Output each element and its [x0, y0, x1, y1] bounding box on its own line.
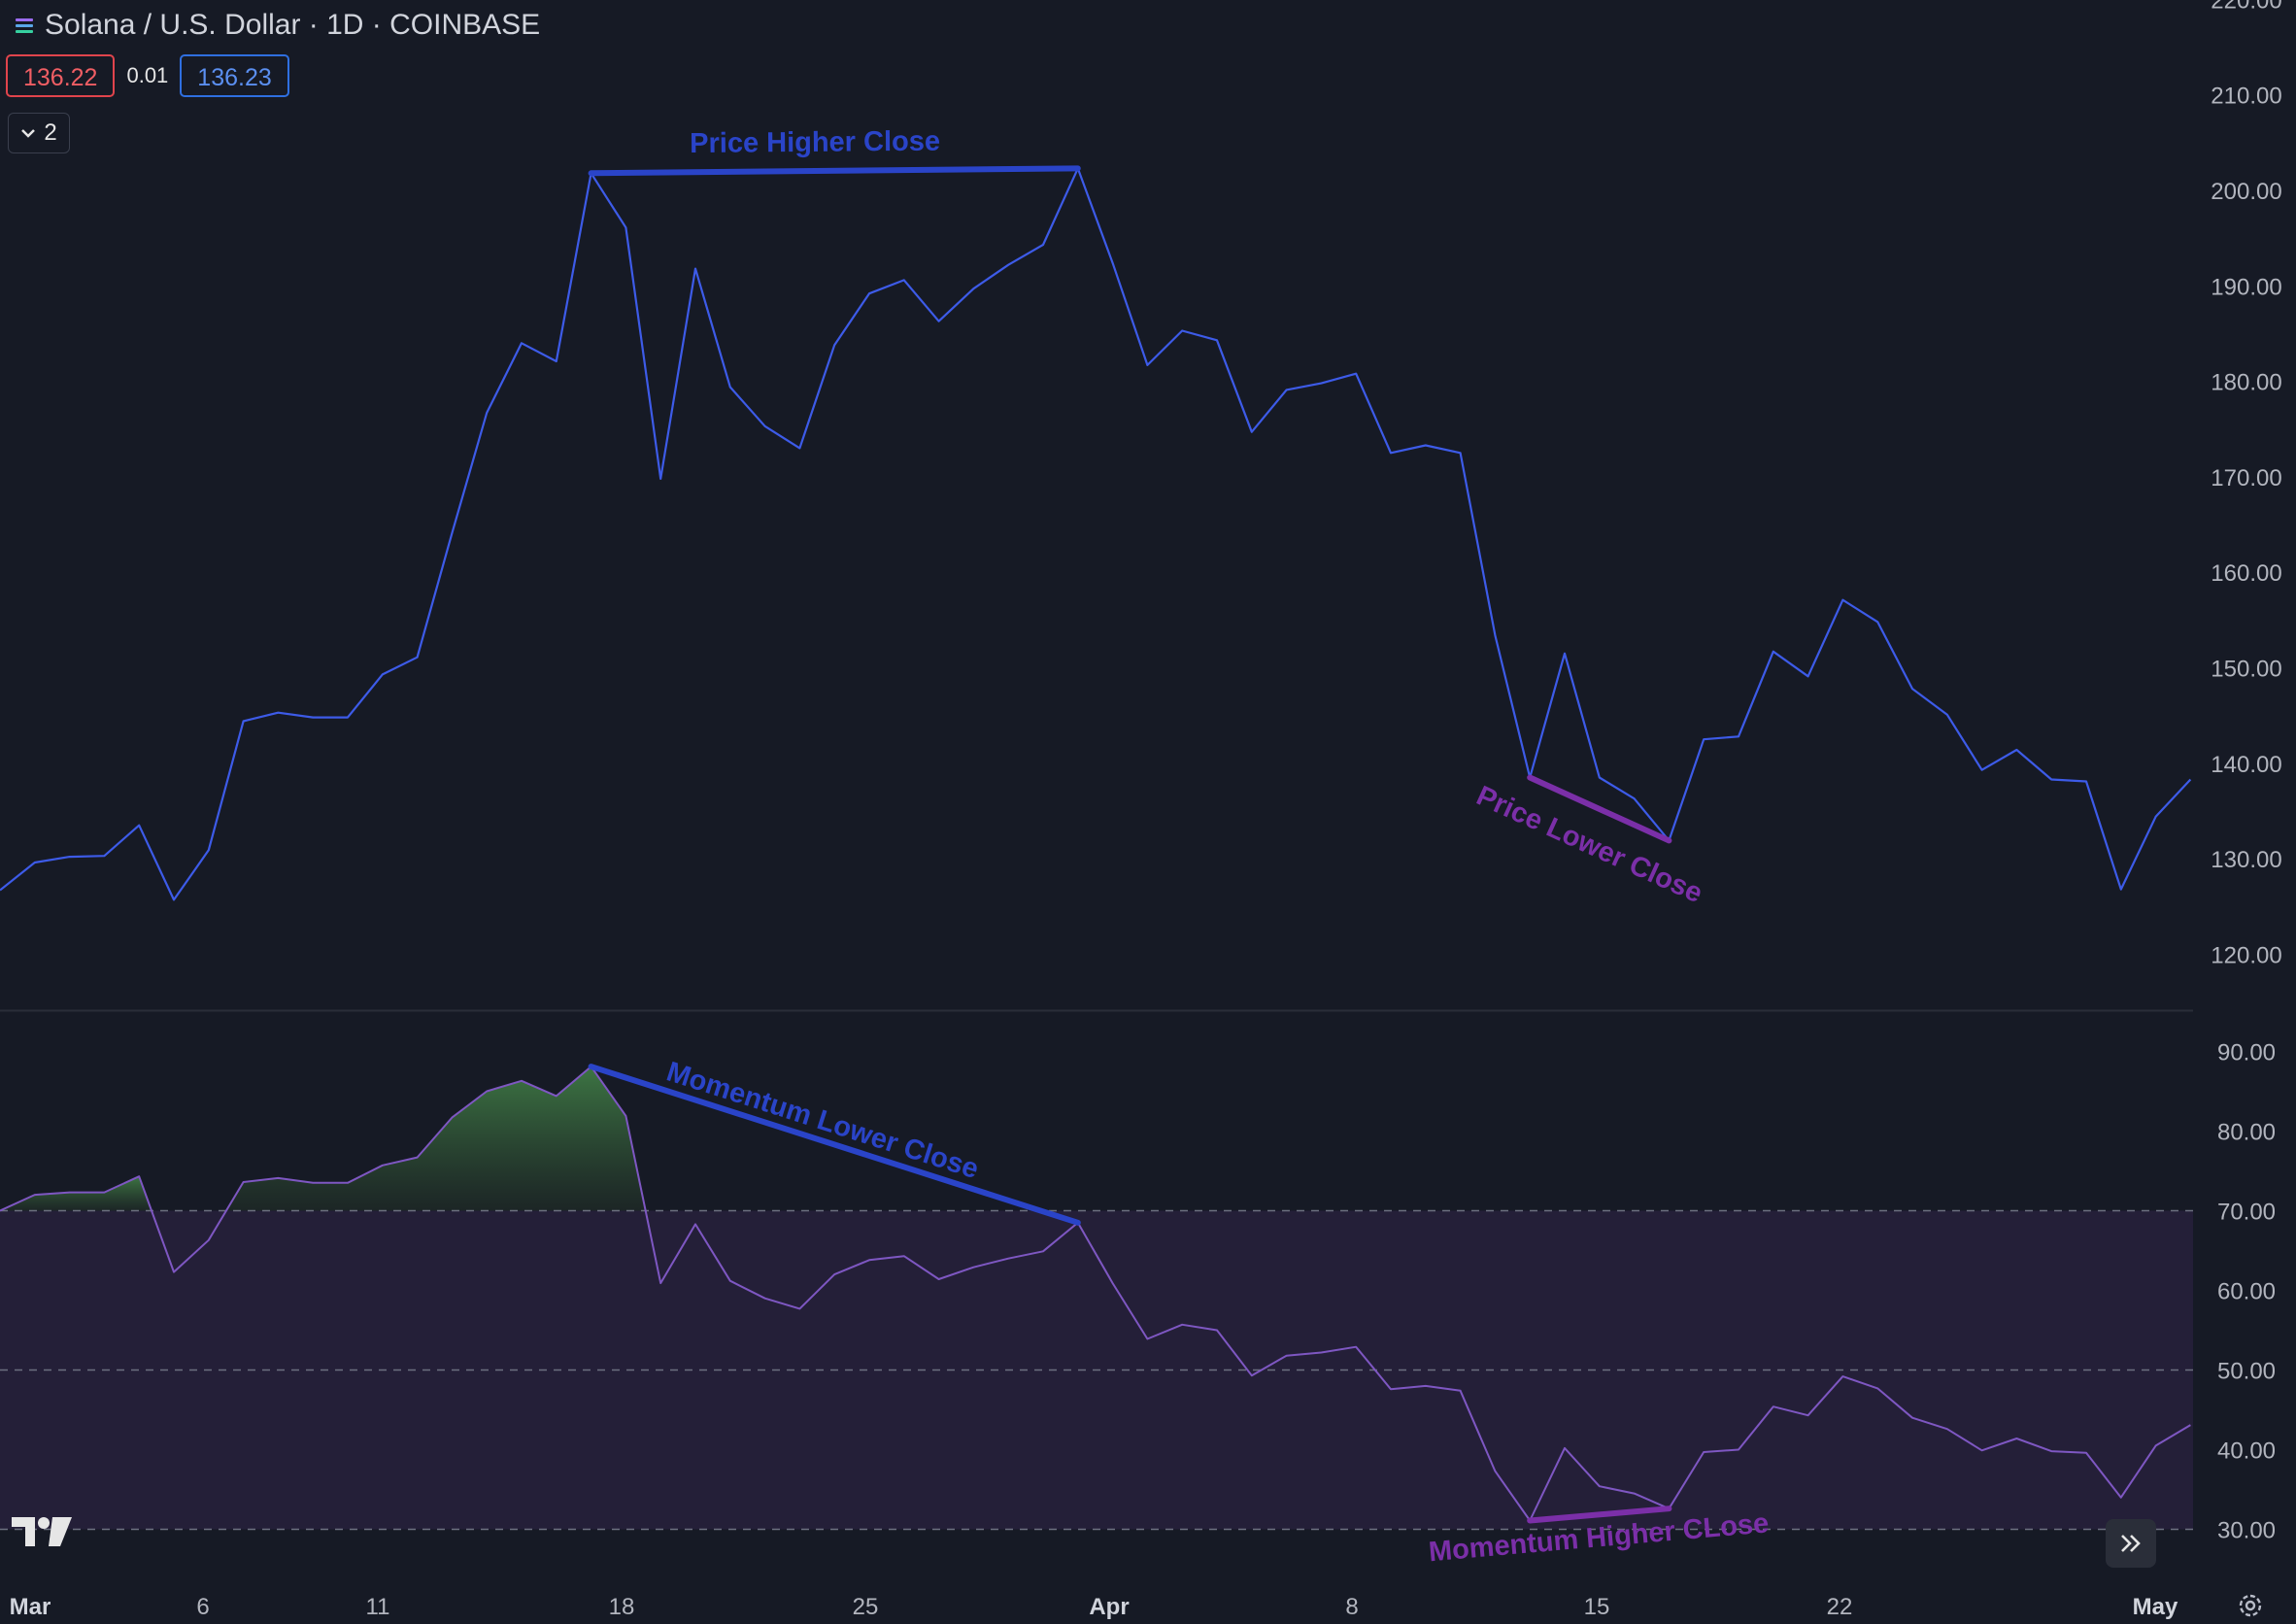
time-axis-tick: 25 — [853, 1594, 879, 1620]
buy-price-button[interactable]: 136.23 — [180, 54, 289, 97]
momentum-axis-tick: 40.00 — [2217, 1438, 2276, 1465]
price-row: 136.22 0.01 136.23 — [6, 54, 289, 97]
annotation-label: Price Lower Close — [1471, 780, 1706, 909]
momentum-axis-tick: 60.00 — [2217, 1279, 2276, 1305]
sell-price-button[interactable]: 136.22 — [6, 54, 116, 97]
annotation-label: Momentum Lower Close — [662, 1056, 982, 1185]
price-series-line[interactable] — [0, 167, 2192, 901]
time-axis-tick: 11 — [366, 1594, 390, 1620]
solana-logo-icon — [14, 15, 35, 36]
time-axis-tick: May — [2133, 1594, 2178, 1620]
time-axis-tick: Mar — [10, 1594, 51, 1620]
symbol-header[interactable]: Solana / U.S. Dollar · 1D · COINBASE — [14, 6, 540, 45]
annotation-trend-line[interactable] — [588, 165, 1081, 177]
time-axis-tick: 18 — [609, 1594, 635, 1620]
price-axis-tick: 200.00 — [2211, 179, 2281, 205]
momentum-series-line[interactable] — [0, 1066, 2191, 1522]
price-axis-tick: 150.00 — [2211, 657, 2281, 683]
momentum-axis-tick: 90.00 — [2217, 1040, 2276, 1066]
price-axis-tick: 130.00 — [2211, 847, 2281, 873]
indicator-count: 2 — [44, 119, 57, 146]
time-axis-tick: 15 — [1584, 1594, 1610, 1620]
price-axis-tick: 160.00 — [2211, 560, 2281, 587]
time-axis-tick: 22 — [1827, 1594, 1853, 1620]
scroll-to-realtime-button[interactable] — [2106, 1519, 2156, 1568]
price-axis-tick: 190.00 — [2211, 274, 2281, 300]
time-axis-tick: 6 — [196, 1594, 209, 1620]
annotation-trend-line[interactable] — [588, 1064, 1081, 1226]
time-axis-tick: Apr — [1089, 1594, 1129, 1620]
price-axis-tick: 220.00 — [2211, 0, 2281, 14]
annotation-label: Price Higher Close — [690, 126, 940, 160]
price-axis-tick: 120.00 — [2211, 942, 2281, 968]
momentum-axis-tick: 30.00 — [2217, 1518, 2276, 1544]
momentum-axis-tick: 70.00 — [2217, 1200, 2276, 1226]
momentum-axis-tick: 50.00 — [2217, 1359, 2276, 1385]
annotation-trend-line[interactable] — [1527, 1506, 1672, 1524]
symbol-title[interactable]: Solana / U.S. Dollar · 1D · COINBASE — [45, 9, 541, 41]
price-axis-tick: 140.00 — [2211, 752, 2281, 778]
price-axis-tick: 170.00 — [2211, 465, 2281, 491]
spread-value: 0.01 — [126, 63, 169, 87]
price-scale-background — [2193, 0, 2296, 1624]
gear-icon[interactable] — [2236, 1591, 2265, 1620]
price-axis-tick: 210.00 — [2211, 84, 2281, 110]
overbought-fill — [0, 1176, 152, 1211]
time-axis-tick: 8 — [1345, 1594, 1358, 1620]
chevron-down-icon — [21, 129, 36, 138]
price-axis-tick: 180.00 — [2211, 370, 2281, 396]
tradingview-logo-icon[interactable] — [12, 1515, 74, 1548]
annotation-trend-line[interactable] — [1527, 774, 1672, 844]
indicators-collapse-button[interactable]: 2 — [8, 113, 70, 153]
overbought-fill — [225, 1066, 646, 1211]
momentum-axis-tick: 80.00 — [2217, 1120, 2276, 1146]
double-chevron-right-icon — [2121, 1535, 2141, 1552]
